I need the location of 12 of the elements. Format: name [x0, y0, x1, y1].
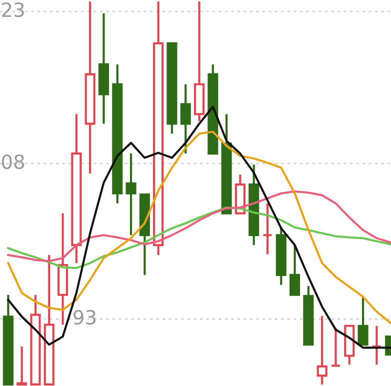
annotation: 93: [74, 310, 96, 325]
candlestick: [290, 244, 300, 296]
annotation: 08: [2, 154, 24, 170]
candlestick: [16, 346, 28, 386]
candlestick: [358, 294, 368, 346]
candlestick: [371, 324, 382, 366]
annotation: 23: [2, 2, 24, 18]
candlestick: [316, 314, 328, 386]
candlestick: [180, 83, 191, 155]
candlestick: [262, 202, 273, 256]
candlestick: [330, 326, 342, 367]
candlestick: [126, 152, 136, 236]
